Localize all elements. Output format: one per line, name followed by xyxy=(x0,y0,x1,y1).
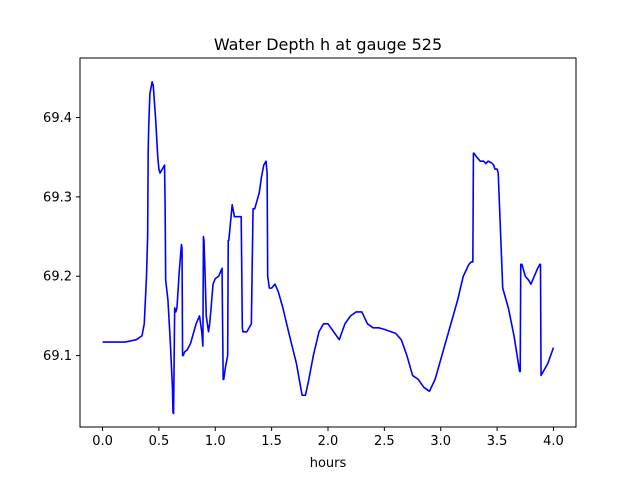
plot-area xyxy=(102,81,555,415)
y-tick-label: 69.1 xyxy=(43,349,72,364)
y-axis: 69.1 69.2 69.3 69.4 xyxy=(43,111,80,364)
x-tick-label: 0.0 xyxy=(92,434,113,449)
x-tick-label: 0.5 xyxy=(149,434,170,449)
x-tick-label: 2.0 xyxy=(318,434,339,449)
x-tick-label: 3.0 xyxy=(430,434,451,449)
x-axis: 0.0 0.5 1.0 1.5 2.0 2.5 3.0 3.5 4.0 xyxy=(92,427,564,449)
y-tick-label: 69.2 xyxy=(43,270,72,285)
x-tick-label: 1.5 xyxy=(261,434,282,449)
x-tick-label: 2.5 xyxy=(374,434,395,449)
chart-title: Water Depth h at gauge 525 xyxy=(214,35,442,54)
plot-frame xyxy=(79,57,577,428)
y-tick-label: 69.4 xyxy=(43,111,72,126)
series-line-0 xyxy=(102,81,555,415)
x-axis-label: hours xyxy=(310,456,347,471)
y-tick-label: 69.3 xyxy=(43,190,72,205)
x-tick-label: 4.0 xyxy=(543,434,564,449)
x-tick-label: 1.0 xyxy=(205,434,226,449)
x-tick-label: 3.5 xyxy=(487,434,508,449)
